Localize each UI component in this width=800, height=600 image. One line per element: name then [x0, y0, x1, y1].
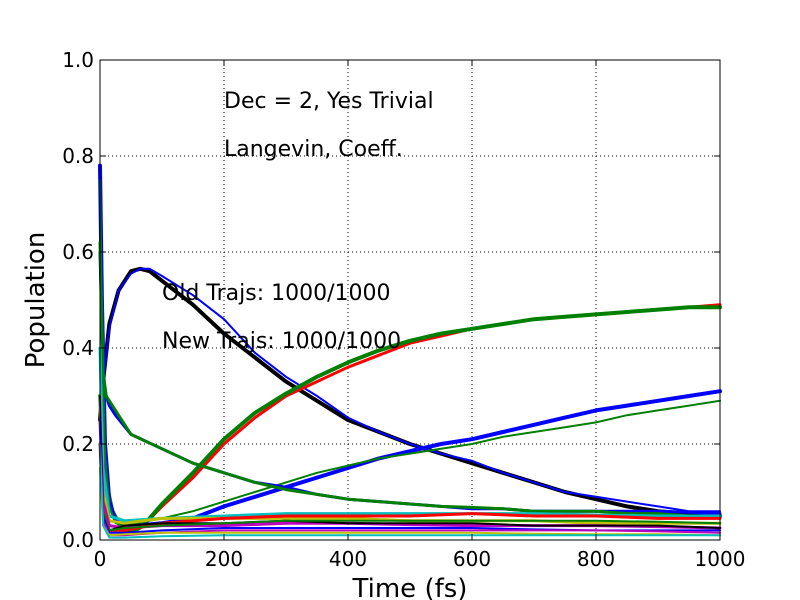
x-tick-label: 600 — [453, 547, 491, 571]
y-tick-label: 0.0 — [62, 528, 94, 552]
series-layer — [98, 163, 722, 539]
x-tick-label: 800 — [577, 547, 615, 571]
y-tick-label: 0.4 — [62, 336, 94, 360]
series-line-7 — [98, 240, 722, 518]
x-tick-label: 200 — [205, 547, 243, 571]
series-line-16 — [99, 467, 721, 537]
annotation-decoherence: Dec = 2, Yes Trivial — [224, 89, 434, 114]
y-tick-label: 0.2 — [62, 432, 94, 456]
x-axis-label: Time (fs) — [352, 574, 468, 600]
grid-layer — [100, 60, 720, 540]
annotation-method: Langevin, Coeff. — [224, 137, 403, 162]
y-tick-label: 1.0 — [62, 48, 94, 72]
series-line-1 — [99, 267, 721, 513]
tick-layer: 0 200 400 600 800 1000 0.0 0.2 0.4 0.6 0.8 1.0 — [62, 48, 745, 571]
annotation-new-trajs: New Trajs: 1000/1000 — [162, 329, 401, 354]
annotation-old-trajs: Old Trajs: 1000/1000 — [162, 281, 391, 306]
y-tick-label: 0.8 — [62, 144, 94, 168]
x-tick-label: 0 — [94, 547, 107, 571]
y-tick-label: 0.6 — [62, 240, 94, 264]
series-line-9 — [98, 394, 722, 525]
series-line-5 — [99, 179, 721, 527]
series-line-17 — [99, 443, 721, 539]
x-tick-label: 400 — [329, 547, 367, 571]
series-line-13 — [99, 419, 721, 532]
series-line-0 — [98, 266, 722, 518]
plot-frame — [99, 59, 721, 541]
x-tick-label: 1000 — [695, 547, 746, 571]
y-axis-label: Population — [21, 232, 51, 369]
